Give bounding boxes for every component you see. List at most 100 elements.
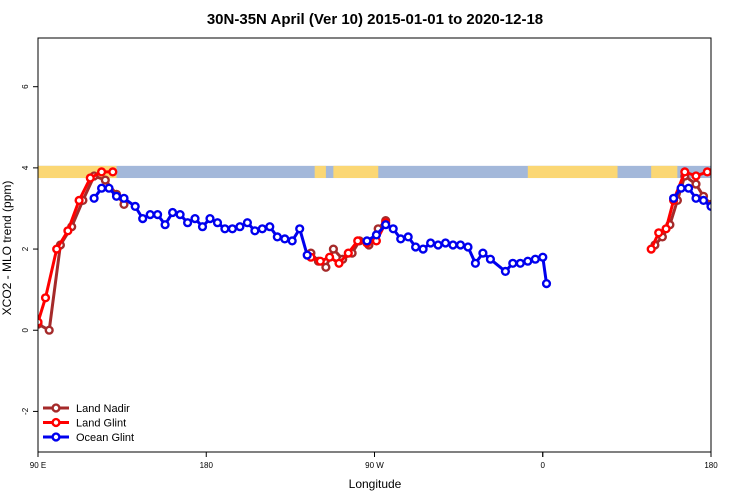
data-point: [85, 173, 95, 183]
legend-label: Land Glint: [76, 418, 126, 430]
data-point: [38, 317, 43, 327]
data-point: [321, 262, 331, 272]
data-point: [381, 220, 391, 230]
data-point: [52, 244, 62, 254]
legend: Land Nadir Land Glint Ocean Glint: [43, 403, 134, 444]
data-point: [470, 258, 481, 268]
data-point: [119, 193, 129, 203]
band-land-segment: [651, 165, 678, 179]
data-point: [654, 228, 664, 238]
data-point: [96, 183, 107, 193]
data-point: [646, 244, 656, 254]
data-point: [715, 215, 722, 222]
data-point: [100, 175, 110, 185]
data-point: [396, 234, 406, 244]
data-point: [287, 236, 297, 246]
series-layer: [38, 167, 750, 335]
data-point: [40, 293, 51, 303]
legend-marker: [51, 432, 61, 442]
series-ocean-glint: [89, 183, 750, 289]
data-point: [183, 218, 193, 228]
data-point: [508, 258, 518, 268]
data-point: [702, 167, 711, 177]
data-point: [257, 224, 267, 234]
data-point: [683, 183, 694, 193]
data-point: [168, 207, 178, 218]
x-axis-label: Longitude: [349, 477, 402, 491]
data-point: [130, 201, 140, 212]
data-point: [250, 226, 260, 236]
data-point: [730, 211, 737, 218]
series-line: [672, 186, 711, 210]
data-point: [138, 214, 148, 224]
data-point: [242, 218, 253, 228]
data-point: [738, 221, 745, 228]
data-point: [212, 218, 223, 228]
legend-marker: [51, 417, 61, 428]
x-tick-label: 180: [200, 461, 214, 470]
data-point: [538, 252, 548, 262]
data-point: [265, 222, 275, 232]
y-axis: -2 0 2 4 6: [21, 84, 38, 415]
surface-band: [38, 165, 711, 179]
band-land-segment: [314, 165, 326, 179]
data-point: [153, 210, 163, 220]
legend-label: Land Nadir: [76, 403, 130, 415]
legend-marker: [51, 403, 61, 413]
data-point: [541, 279, 552, 289]
data-point: [227, 224, 238, 234]
data-point: [111, 191, 122, 201]
data-point: [89, 193, 99, 203]
data-point: [353, 236, 363, 246]
data-point: [403, 232, 413, 242]
data-point: [523, 256, 533, 266]
data-point: [418, 244, 428, 254]
data-point: [440, 238, 451, 248]
data-point: [197, 222, 208, 232]
band-land-segment: [333, 165, 379, 179]
chart-title: 30N-35N April (Ver 10) 2015-01-01 to 202…: [207, 11, 543, 28]
data-point: [220, 224, 230, 234]
data-point: [371, 230, 382, 240]
legend-label: Ocean Glint: [76, 432, 134, 444]
data-point: [63, 226, 73, 236]
band-land-segment: [527, 165, 618, 179]
data-point: [388, 224, 398, 234]
data-point: [104, 183, 114, 193]
data-point: [325, 252, 335, 262]
data-point: [315, 256, 325, 266]
data-point: [334, 258, 344, 268]
y-tick-label: 2: [21, 246, 30, 251]
y-tick-label: 6: [21, 84, 30, 89]
x-tick-label: 90 E: [30, 461, 46, 470]
data-point: [691, 179, 701, 189]
data-point: [272, 232, 282, 242]
data-point: [175, 210, 185, 220]
data-point: [96, 167, 107, 177]
data-point: [668, 193, 679, 203]
data-point: [455, 240, 466, 250]
data-point: [295, 224, 305, 234]
data-point: [108, 167, 118, 177]
data-point: [426, 238, 436, 248]
data-point: [160, 220, 170, 230]
data-point: [691, 171, 701, 181]
data-point: [280, 234, 290, 244]
data-point: [691, 193, 701, 203]
data-point: [433, 240, 443, 250]
series-line: [366, 223, 548, 284]
data-point: [500, 266, 511, 277]
data-point: [485, 254, 496, 264]
data-point: [745, 209, 750, 216]
data-point: [478, 248, 488, 258]
data-point: [661, 224, 671, 234]
x-tick-label: 90 W: [365, 461, 384, 470]
y-tick-label: -2: [21, 407, 30, 415]
data-point: [190, 214, 200, 224]
y-tick-label: 0: [21, 327, 30, 332]
x-tick-label: 180: [704, 461, 718, 470]
data-point: [328, 244, 339, 254]
data-point: [205, 214, 215, 224]
series-land-nadir: [38, 171, 711, 335]
